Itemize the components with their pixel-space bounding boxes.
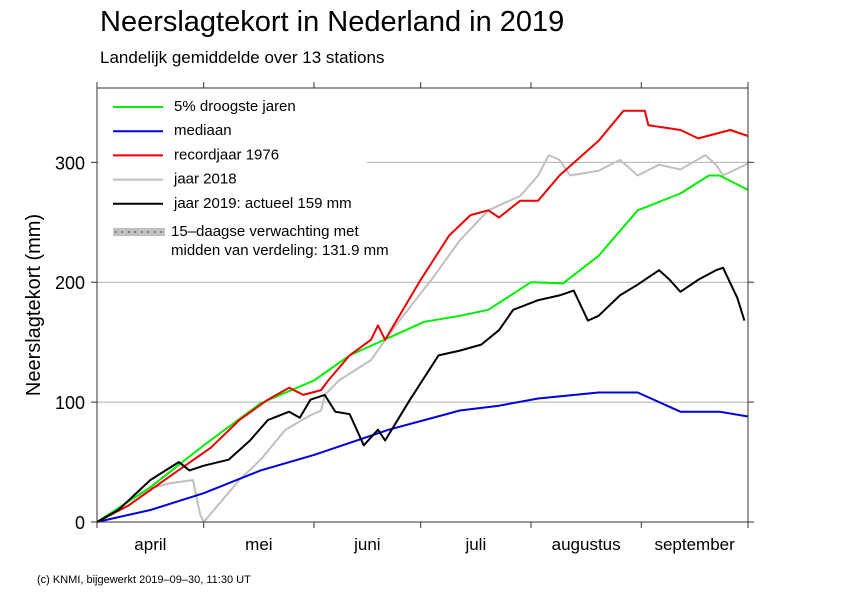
legend-label-2: recordjaar 1976 — [174, 146, 279, 163]
x-tick-label-juni: juni — [353, 535, 380, 554]
series-line-4 — [96, 266, 746, 523]
series-line-2 — [96, 109, 749, 523]
x-tick-label-mei: mei — [245, 535, 272, 554]
footer-credit: (c) KNMI, bijgewerkt 2019–09–30, 11:30 U… — [37, 574, 251, 586]
axis-ticks: 0 100 200 300 april mei juni juli augustus septem… — [55, 82, 754, 554]
legend-label-4: jaar 2019: actueel 159 mm — [173, 195, 352, 212]
legend-label-forecast-1: 15–daagse verwachting met — [171, 223, 359, 240]
y-tick-label: 100 — [55, 393, 85, 413]
legend-label-forecast-2: midden van verdeling: 131.9 mm — [171, 242, 389, 259]
chart-title: Neerslagtekort in Nederland in 2019 — [100, 6, 564, 38]
legend-label-1: mediaan — [174, 122, 232, 139]
legend: 5% droogste jaren mediaan recordjaar 1976 j… — [99, 90, 389, 262]
x-tick-label-september: september — [654, 535, 735, 554]
plot-frame — [96, 87, 749, 523]
series-group — [96, 109, 749, 523]
legend-swatch-forecast — [113, 228, 165, 236]
series-line-1 — [96, 391, 749, 523]
legend-label-3: jaar 2018 — [173, 171, 237, 188]
legend-label-0: 5% droogste jaren — [174, 98, 296, 115]
y-axis-label: Neerslagtekort (mm) — [23, 214, 45, 396]
series-line-3 — [96, 154, 749, 523]
chart-subtitle: Landelijk gemiddelde over 13 stations — [100, 48, 384, 67]
y-tick-label: 300 — [55, 153, 85, 173]
y-tick-label: 0 — [75, 513, 85, 533]
x-tick-label-juli: juli — [464, 535, 486, 554]
x-tick-label-augustus: augustus — [552, 535, 621, 554]
y-tick-label: 200 — [55, 273, 85, 293]
x-tick-label-april: april — [134, 535, 166, 554]
